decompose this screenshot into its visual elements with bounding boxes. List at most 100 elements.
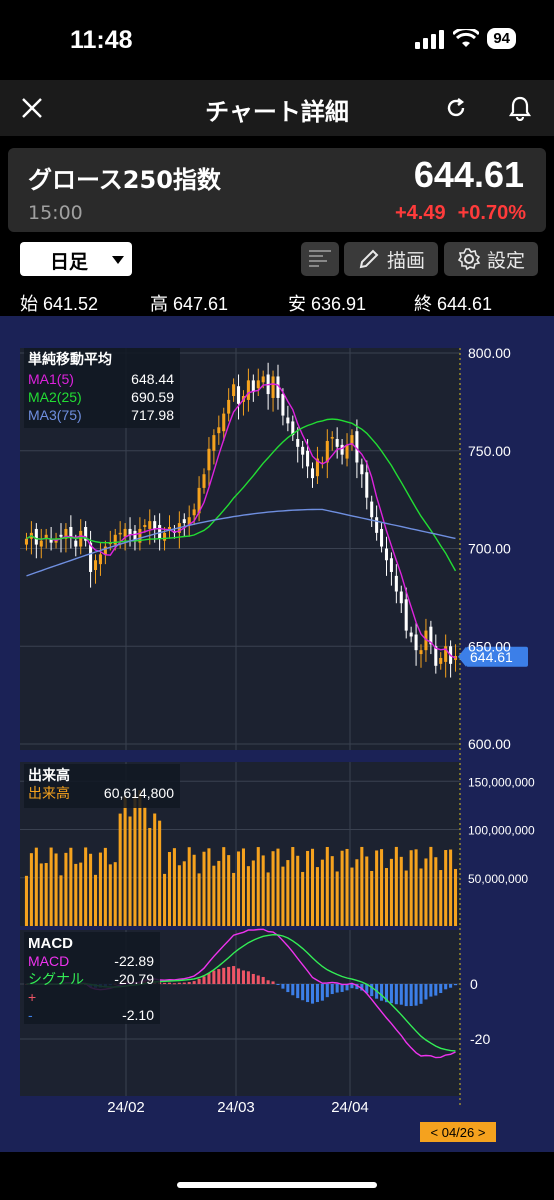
macd-legend-value: -22.89 xyxy=(114,953,154,969)
ohlc-open: 始 641.52 xyxy=(20,294,99,314)
list-icon xyxy=(309,250,331,267)
alert-button[interactable] xyxy=(504,92,536,124)
candle-body xyxy=(103,546,107,555)
candle-body xyxy=(202,474,206,488)
current-price: 644.61 xyxy=(413,154,524,195)
volume-bar xyxy=(222,847,226,926)
candle-body xyxy=(182,519,186,524)
candle-body xyxy=(370,501,374,518)
macd-histogram-bar xyxy=(192,981,196,984)
candle-body xyxy=(429,626,433,645)
volume-bar xyxy=(340,850,344,926)
volume-bar xyxy=(261,855,265,926)
volume-bar xyxy=(350,867,354,926)
volume-bar xyxy=(172,848,176,926)
volume-bar xyxy=(320,859,324,926)
draw-button[interactable]: 描画 xyxy=(344,242,438,276)
candle-body xyxy=(325,440,329,463)
chart-canvas[interactable]: 644.61 800.00 750.00 700.00 650.00 600.00 単純移動… xyxy=(0,316,554,1152)
bottom-bar xyxy=(0,1152,554,1200)
macd-histogram-bar xyxy=(345,984,349,991)
macd-histogram-bar xyxy=(360,984,364,991)
candle-body xyxy=(360,464,364,475)
draw-label: 描画 xyxy=(386,249,425,272)
home-indicator xyxy=(177,1182,377,1188)
volume-bar xyxy=(103,847,107,926)
candle-body xyxy=(79,530,83,547)
ma-legend-name: MA3(75) xyxy=(28,407,82,423)
candle-body xyxy=(44,534,48,539)
candle-body xyxy=(93,560,98,571)
candle-body xyxy=(389,558,393,572)
macd-tick-label: 0 xyxy=(470,976,478,992)
volume-bar xyxy=(202,851,206,926)
chart-area[interactable]: 644.61 800.00 750.00 700.00 650.00 600.00 単純移動… xyxy=(0,316,554,1152)
candle-body xyxy=(217,427,221,434)
macd-histogram-bar xyxy=(237,968,241,984)
macd-histogram-bar xyxy=(177,982,181,984)
close-button[interactable] xyxy=(16,92,48,124)
instrument-name: グロース250指数 xyxy=(28,166,221,194)
volume-bar xyxy=(355,859,359,926)
ma-legend-name: MA2(25) xyxy=(28,389,82,405)
price-tick-label: 700.00 xyxy=(468,541,511,557)
macd-histogram-bar xyxy=(429,984,433,997)
candle-body xyxy=(340,444,344,455)
period-select[interactable]: 日足 xyxy=(20,242,132,276)
volume-bar xyxy=(439,870,443,926)
macd-tick-label: -20 xyxy=(470,1031,490,1047)
price-tick-label: 600.00 xyxy=(468,736,511,752)
refresh-icon xyxy=(447,98,465,117)
volume-bar xyxy=(246,866,250,926)
macd-histogram-bar xyxy=(315,984,319,1003)
macd-histogram-bar xyxy=(325,984,329,998)
ma-legend-value: 690.59 xyxy=(131,389,174,405)
ma-legend-value: 717.98 xyxy=(131,407,174,423)
macd-histogram-bar xyxy=(222,967,226,984)
candle-body xyxy=(84,526,88,541)
close-icon xyxy=(22,98,42,118)
macd-histogram-bar xyxy=(365,984,369,994)
candle-body xyxy=(380,528,384,547)
volume-bar xyxy=(237,851,241,926)
chevron-down-icon xyxy=(112,256,124,264)
macd-legend-bg xyxy=(24,932,160,1024)
candle-body xyxy=(207,448,211,471)
volume-bar xyxy=(434,857,438,926)
candle-body xyxy=(138,528,142,543)
macd-histogram-bar xyxy=(335,984,339,993)
candle-body xyxy=(118,532,122,535)
macd-histogram-bar xyxy=(439,984,443,994)
volume-bar xyxy=(429,846,433,926)
refresh-button[interactable] xyxy=(440,92,472,124)
candle-body xyxy=(306,450,310,467)
macd-histogram-bar xyxy=(227,966,231,984)
macd-legend-name: + xyxy=(28,989,36,1005)
volume-bar xyxy=(310,848,315,926)
volume-bar xyxy=(153,813,157,926)
volume-bar xyxy=(449,849,453,926)
macd-histogram-bar xyxy=(281,984,285,989)
battery-icon: 94 xyxy=(487,28,516,49)
candle-body xyxy=(291,421,295,436)
candle-body xyxy=(49,538,53,543)
pencil-icon xyxy=(359,249,379,269)
settings-button[interactable]: 設定 xyxy=(444,242,538,276)
candle-body xyxy=(271,376,275,398)
candle-body xyxy=(256,380,260,389)
candle-body xyxy=(276,376,280,398)
macd-histogram-bar xyxy=(232,966,236,984)
candle-body xyxy=(64,528,68,539)
status-bar: 11:48 94 xyxy=(0,0,554,80)
candle-body xyxy=(434,646,438,666)
list-toggle-button[interactable] xyxy=(301,242,339,276)
macd-legend-name: シグナル xyxy=(28,971,84,987)
candle-body xyxy=(444,646,448,662)
macd-histogram-bar xyxy=(404,984,408,1007)
macd-histogram-bar xyxy=(449,984,453,988)
ohlc-row: 始 641.52 高 647.61 安 636.91 終 644.61 xyxy=(0,286,554,316)
current-price-label: 644.61 xyxy=(470,649,513,665)
macd-histogram-bar xyxy=(301,984,305,1001)
candle-body xyxy=(24,538,28,545)
volume-bar xyxy=(123,796,127,926)
